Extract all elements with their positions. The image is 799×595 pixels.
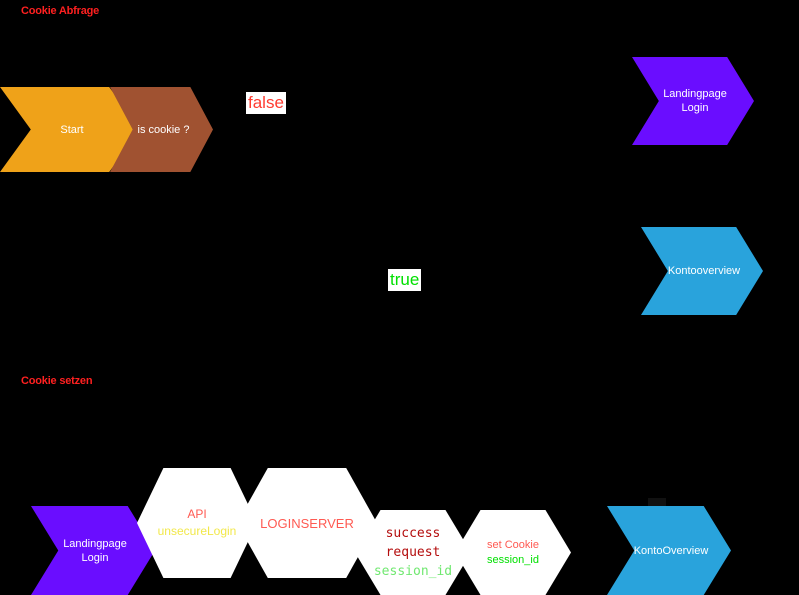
node-success-request-line2: request: [385, 545, 441, 560]
node-success-request-line1: success: [385, 526, 441, 541]
node-landingpage-login-top[interactable]: Landingpage Login: [632, 57, 754, 145]
node-api-line1: API: [187, 507, 207, 521]
node-landingpage-login-bottom-label: Landingpage Login: [63, 537, 127, 565]
node-landingpage-login-top-label: Landingpage Login: [663, 87, 727, 115]
node-set-cookie-line1: set Cookie: [487, 538, 539, 551]
node-loginserver[interactable]: LOGINSERVER: [237, 468, 377, 578]
node-landingpage-login-top-line2: Login: [681, 102, 709, 114]
edge-label-false: false: [246, 92, 286, 114]
node-landingpage-login-bottom-line1: Landingpage: [63, 537, 127, 550]
node-api-line2: unsecureLogin: [157, 524, 237, 538]
connector-nub-konto-overview: [648, 498, 666, 508]
edge-label-true: true: [388, 269, 422, 291]
node-landingpage-login-bottom-line2: Login: [81, 551, 109, 564]
node-set-cookie[interactable]: set Cookie session_id: [455, 510, 571, 595]
node-set-cookie-line2: session_id: [487, 553, 539, 566]
section-title-cookie-abfrage: Cookie Abfrage: [21, 5, 100, 17]
node-landingpage-login-bottom[interactable]: Landingpage Login: [31, 506, 155, 595]
node-success-request[interactable]: success request session_id: [355, 510, 471, 595]
node-kontooverview-label: Kontooverview: [667, 265, 741, 277]
node-kontooverview[interactable]: Kontooverview: [641, 227, 763, 315]
node-konto-overview-bottom[interactable]: KontoOverview: [607, 506, 731, 595]
node-success-request-line3: session_id: [373, 564, 453, 579]
node-konto-overview-bottom-label: KontoOverview: [633, 544, 709, 557]
node-landingpage-login-top-line1: Landingpage: [663, 88, 727, 100]
node-start-label: Start: [60, 123, 84, 136]
section-title-cookie-setzen: Cookie setzen: [21, 375, 93, 387]
node-is-cookie-label: is cookie ?: [137, 123, 190, 136]
node-loginserver-line1: LOGINSERVER: [260, 515, 354, 531]
